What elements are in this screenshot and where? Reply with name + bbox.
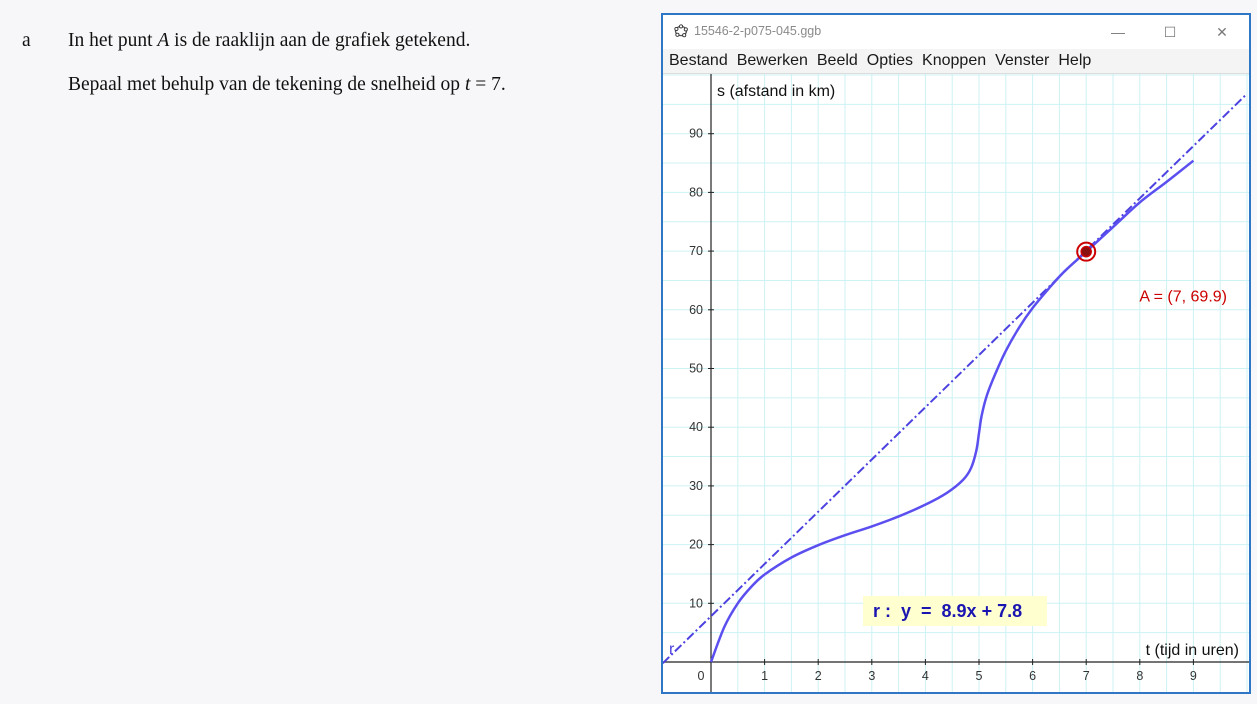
- menu-help[interactable]: Help: [1058, 52, 1092, 69]
- question-line-1: In het punt A is de raaklijn aan de graf…: [68, 30, 471, 51]
- y-tick-label: 60: [689, 303, 703, 317]
- tangent-equation-label[interactable]: r : y = 8.9x + 7.8: [873, 601, 1022, 621]
- point-a-label[interactable]: A = (7, 69.9): [1139, 289, 1227, 306]
- menu-venster[interactable]: Venster: [995, 52, 1050, 69]
- y-tick-label: 70: [689, 244, 703, 258]
- y-tick-label: 50: [689, 362, 703, 376]
- y-tick-label: 30: [689, 479, 703, 493]
- title-bar[interactable]: 15546-2-p075-045.ggb — ☐ ✕: [663, 15, 1249, 49]
- menu-beeld[interactable]: Beeld: [816, 52, 858, 69]
- distance-curve[interactable]: [709, 159, 1195, 663]
- tick-labels: 0 1 2 3 4 5 6 7 8 9 10 20 30 40 50 60 70 80 90: [689, 127, 1197, 683]
- close-button[interactable]: ✕: [1216, 24, 1228, 40]
- y-tick-label: 10: [689, 596, 703, 610]
- tangent-name-label: r: [669, 641, 675, 658]
- question-line-2: Bepaal met behulp van de tekening de sne…: [68, 74, 506, 95]
- x-tick-label: 5: [976, 669, 983, 683]
- x-tick-label: 0: [698, 669, 705, 683]
- graphics-view[interactable]: 0 1 2 3 4 5 6 7 8 9 10 20 30 40 50 60 70 80 90 s (afstand …: [663, 74, 1249, 692]
- x-axis-label: t (tijd in uren): [1146, 642, 1239, 659]
- geogebra-icon: [674, 24, 688, 38]
- grid: [663, 74, 1249, 692]
- y-tick-label: 80: [689, 185, 703, 199]
- axes: [663, 74, 1249, 692]
- menu-bestand[interactable]: Bestand: [669, 52, 728, 69]
- x-tick-label: 6: [1029, 669, 1036, 683]
- point-variable: A: [157, 30, 170, 51]
- geogebra-window: 15546-2-p075-045.ggb — ☐ ✕ Bestand Bewerk…: [661, 13, 1251, 694]
- x-tick-label: 7: [1083, 669, 1090, 683]
- x-tick-label: 4: [922, 669, 929, 683]
- y-tick-label: 40: [689, 420, 703, 434]
- menu-knoppen[interactable]: Knoppen: [922, 52, 987, 69]
- x-tick-label: 9: [1190, 669, 1197, 683]
- menu-opties[interactable]: Opties: [866, 52, 914, 69]
- tangent-line[interactable]: [663, 93, 1248, 664]
- y-axis-label: s (afstand in km): [717, 83, 835, 100]
- y-tick-label: 20: [689, 538, 703, 552]
- x-tick-label: 8: [1136, 669, 1143, 683]
- time-variable: t: [464, 74, 471, 95]
- x-tick-label: 2: [815, 669, 822, 683]
- tangent-label-background: [863, 596, 1047, 626]
- x-tick-label: 3: [868, 669, 875, 683]
- window-title: 15546-2-p075-045.ggb: [694, 24, 822, 38]
- question-letter: a: [22, 30, 31, 51]
- x-tick-label: 1: [761, 669, 768, 683]
- point-a[interactable]: [1076, 241, 1097, 262]
- menu-bewerken[interactable]: Bewerken: [736, 52, 808, 69]
- y-tick-label: 90: [689, 127, 703, 141]
- minimize-button[interactable]: —: [1111, 24, 1125, 40]
- maximize-button[interactable]: ☐: [1163, 24, 1177, 40]
- menu-bar: Bestand Bewerken Beeld Opties Knoppen Venster…: [663, 49, 1249, 74]
